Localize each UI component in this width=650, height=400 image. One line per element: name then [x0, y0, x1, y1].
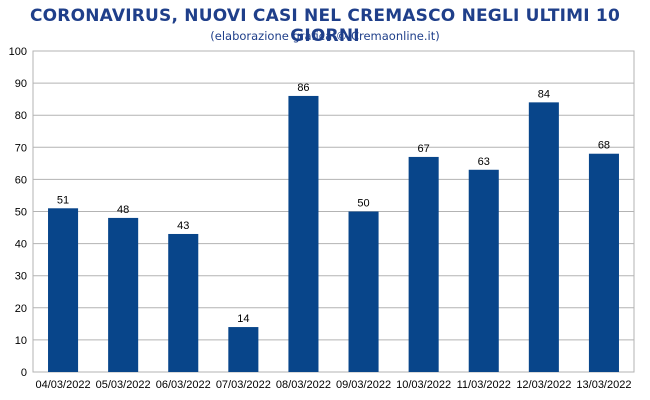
y-tick-label: 50: [15, 207, 27, 219]
chart-subtitle: (elaborazione grafica © Cremaonline.it): [210, 29, 440, 43]
data-label: 50: [357, 198, 369, 210]
bar: [168, 233, 199, 372]
x-tick-label: 10/03/2022: [396, 379, 451, 391]
data-label: 43: [177, 220, 189, 232]
y-tick-label: 20: [15, 303, 27, 315]
x-tick-label: 11/03/2022: [457, 379, 511, 391]
y-tick-label: 0: [21, 367, 27, 379]
x-tick-label: 13/03/2022: [576, 379, 631, 391]
y-tick-label: 70: [15, 142, 27, 154]
x-tick-label: 04/03/2022: [36, 379, 91, 391]
bar: [348, 211, 379, 372]
bar: [468, 169, 499, 372]
x-tick-label: 09/03/2022: [336, 379, 391, 391]
x-tick-label: 05/03/2022: [96, 379, 151, 391]
bar: [408, 156, 439, 372]
bar: [588, 153, 619, 372]
x-tick-label: 08/03/2022: [276, 379, 331, 391]
data-label: 51: [57, 194, 69, 206]
chart-title: CORONAVIRUS, NUOVI CASI NEL CREMASCO NEG…: [29, 6, 620, 46]
y-tick-label: 30: [15, 271, 27, 283]
data-label: 86: [297, 82, 309, 94]
y-tick-label: 100: [9, 46, 27, 58]
y-tick-label: 10: [15, 335, 27, 347]
bar: [228, 327, 259, 372]
data-label: 67: [418, 143, 430, 155]
data-label: 68: [598, 140, 610, 152]
y-tick-label: 40: [15, 239, 27, 251]
y-tick-label: 60: [15, 174, 27, 186]
data-label: 63: [478, 156, 490, 168]
data-label: 48: [117, 204, 129, 216]
data-label: 84: [538, 88, 550, 100]
bar: [528, 102, 559, 373]
data-label: 14: [237, 313, 249, 325]
y-tick-label: 90: [15, 78, 27, 90]
x-tick-label: 07/03/2022: [216, 379, 271, 391]
bar: [288, 95, 319, 372]
bar: [108, 217, 139, 372]
x-tick-label: 12/03/2022: [516, 379, 571, 391]
plot-area: [32, 50, 635, 373]
y-tick-label: 80: [15, 110, 27, 122]
bar: [48, 208, 79, 372]
x-tick-label: 06/03/2022: [156, 379, 211, 391]
